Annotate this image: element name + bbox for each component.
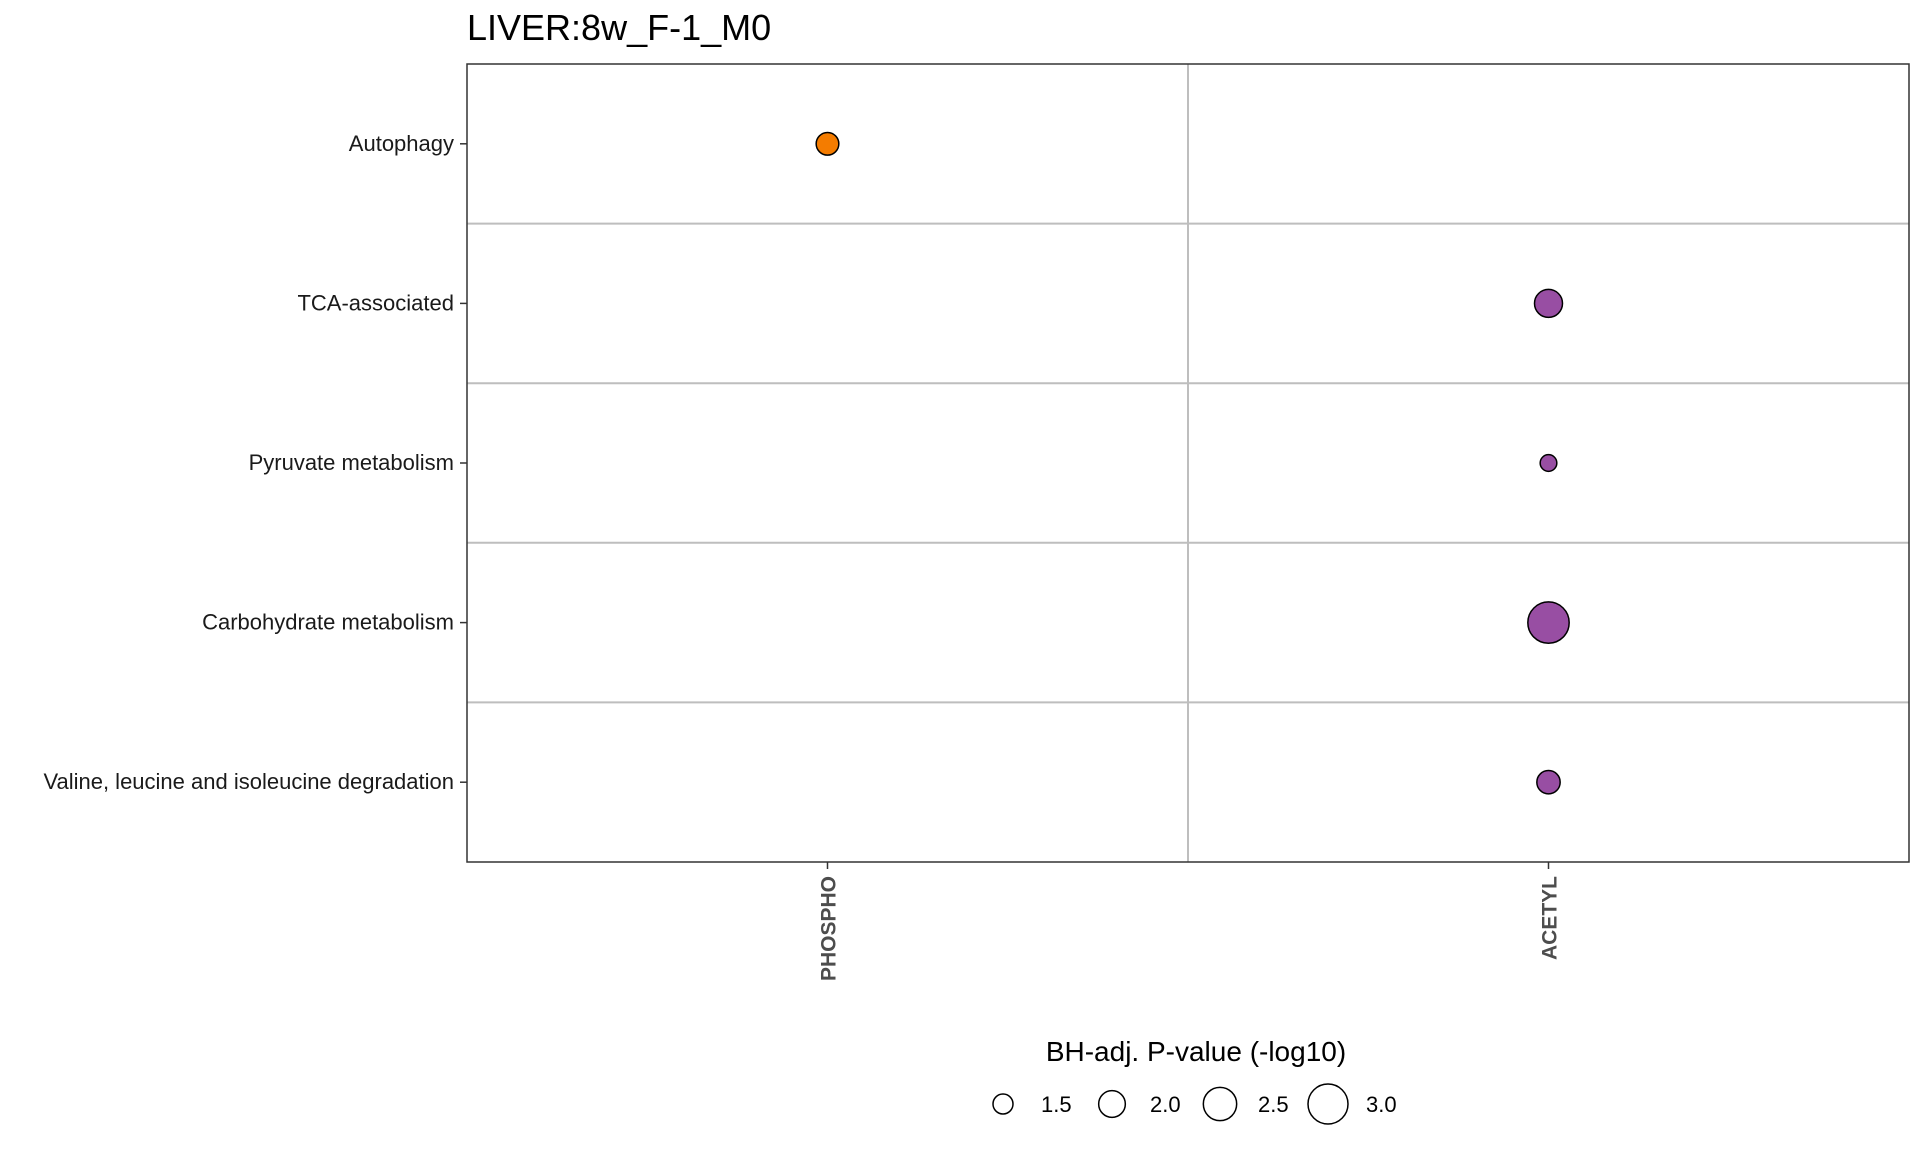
y-tick-label: TCA-associated (297, 290, 454, 315)
data-point (815, 131, 840, 156)
x-axis: PHOSPHO ACETYL (818, 862, 1562, 981)
data-point (1539, 453, 1558, 473)
y-axis: Autophagy TCA-associated Pyruvate metaboli… (43, 131, 467, 794)
grid-lines (467, 64, 1909, 862)
legend-items: 1.5 2.0 2.5 3.0 (992, 1083, 1397, 1125)
size-legend: BH-adj. P-value (-log10) 1.5 2.0 2.5 3.0 (992, 1036, 1397, 1125)
data-points (815, 131, 1570, 795)
y-tick-label: Autophagy (349, 131, 454, 156)
data-point (1533, 288, 1564, 319)
legend-key-circle (992, 1093, 1014, 1115)
legend-title: BH-adj. P-value (-log10) (1046, 1036, 1346, 1067)
legend-key-circle (1202, 1086, 1238, 1122)
y-tick-label: Pyruvate metabolism (249, 450, 454, 475)
x-tick-label: PHOSPHO (818, 876, 841, 981)
legend-key-circle (1307, 1083, 1349, 1125)
legend-key-label: 1.5 (1041, 1092, 1072, 1117)
data-point (1527, 601, 1570, 645)
legend-key-label: 2.0 (1150, 1092, 1181, 1117)
legend-key-label: 3.0 (1366, 1092, 1397, 1117)
legend-key-label: 2.5 (1258, 1092, 1289, 1117)
data-point (1536, 769, 1561, 795)
y-tick-label: Valine, leucine and isoleucine degradati… (43, 769, 454, 794)
x-tick-label: ACETYL (1539, 876, 1562, 960)
chart-title: LIVER:8w_F-1_M0 (467, 7, 771, 48)
y-tick-label: Carbohydrate metabolism (202, 610, 454, 635)
legend-key-circle (1097, 1089, 1127, 1119)
